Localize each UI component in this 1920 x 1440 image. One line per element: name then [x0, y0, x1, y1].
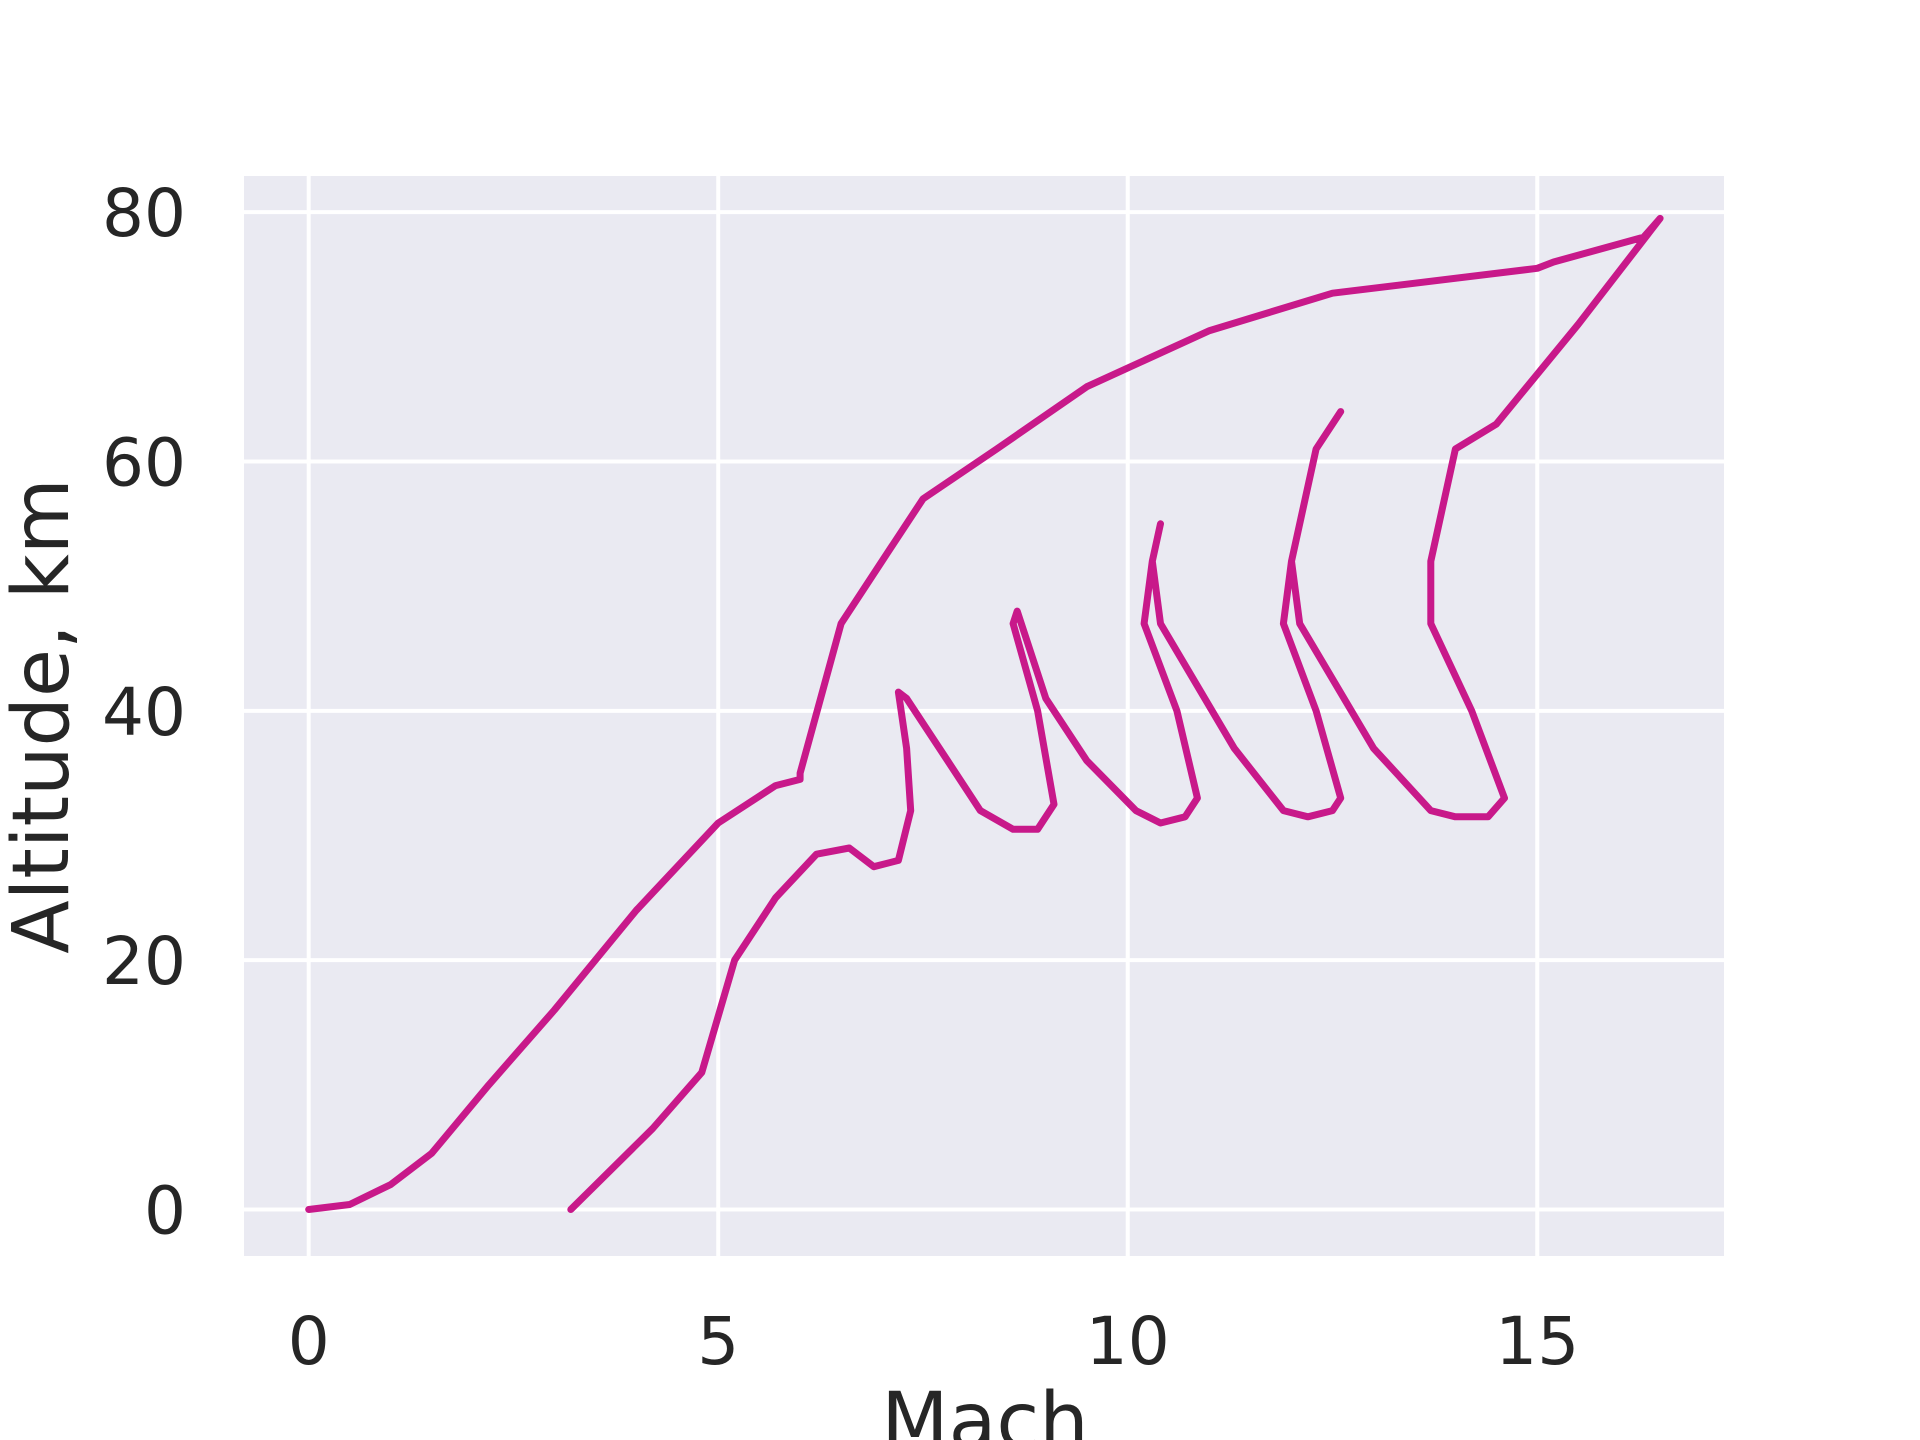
x-tick-label: 5	[697, 1303, 739, 1380]
y-tick-label: 20	[102, 923, 186, 1000]
y-axis-label: Altitude, km	[0, 478, 87, 954]
y-tick-label: 40	[102, 674, 186, 751]
y-tick-label: 80	[102, 175, 186, 252]
x-axis-label: Mach	[881, 1377, 1088, 1440]
y-tick-label: 0	[144, 1172, 186, 1249]
plot-background	[244, 176, 1724, 1256]
x-tick-label: 10	[1086, 1303, 1170, 1380]
x-tick-label: 15	[1495, 1303, 1579, 1380]
x-tick-label: 0	[288, 1303, 330, 1380]
data-line	[305, 214, 1664, 1213]
y-tick-label: 60	[102, 424, 186, 501]
